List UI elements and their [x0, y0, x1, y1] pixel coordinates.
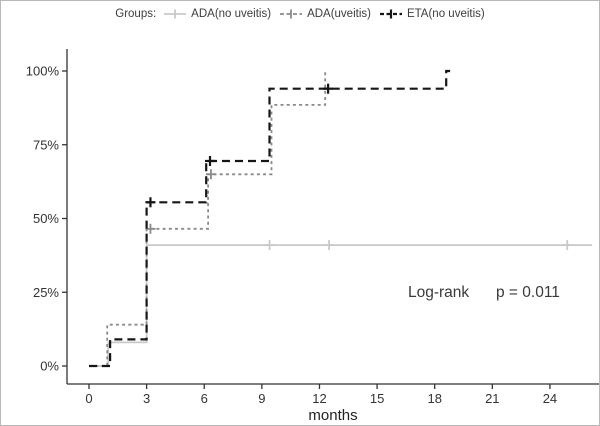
x-tick-label: 21	[485, 391, 499, 406]
legend-key-icon	[280, 9, 303, 19]
y-tick-label: 0%	[40, 359, 59, 374]
x-tick-label: 24	[543, 391, 557, 406]
censor-mark	[205, 169, 216, 180]
x-tick-label: 18	[427, 391, 441, 406]
series-line-1	[89, 244, 593, 367]
legend-item-1: ADA(no uveitis)	[163, 8, 271, 20]
x-tick-label: 9	[258, 391, 265, 406]
legend-item-label: ADA(no uveitis)	[191, 8, 272, 20]
y-tick-label: 25%	[33, 285, 59, 300]
logrank-annotation: Log-rank	[408, 284, 469, 301]
x-axis-title: months	[308, 407, 357, 424]
legend-title: Groups:	[115, 8, 157, 20]
legend-item-2: ADA(uveitis)	[279, 8, 371, 20]
x-tick-label: 3	[143, 391, 150, 406]
legend-items: ADA(no uveitis) ADA(uveitis) ETA(no uveiti…	[163, 8, 485, 20]
censor-mark	[562, 240, 573, 251]
logrank-pvalue: p = 0.011	[496, 284, 560, 301]
censor-mark	[323, 83, 334, 94]
legend-item-label: ETA(no uveitis)	[406, 8, 485, 20]
legend-item-label: ADA(uveitis)	[307, 8, 371, 20]
x-tick-label: 12	[312, 391, 326, 406]
censor-mark	[145, 223, 156, 234]
censor-mark	[204, 155, 215, 166]
x-tick-label: 15	[370, 391, 384, 406]
censor-mark	[264, 240, 275, 251]
chart-legend: Groups: ADA(no uveitis) ADA(uveitis) ETA(n…	[1, 8, 599, 20]
y-tick-label: 75%	[33, 137, 59, 152]
y-tick-label: 100%	[26, 64, 60, 79]
series-line-3	[89, 69, 451, 368]
censor-mark	[145, 197, 156, 208]
x-tick-label: 6	[201, 391, 208, 406]
censor-mark	[324, 240, 335, 251]
legend-key-icon	[379, 9, 402, 19]
y-tick-label: 50%	[33, 211, 59, 226]
x-tick-label: 0	[85, 391, 92, 406]
legend-key-icon	[164, 9, 187, 19]
legend-item-3: ETA(no uveitis)	[379, 8, 485, 20]
series-line-2	[89, 71, 327, 367]
